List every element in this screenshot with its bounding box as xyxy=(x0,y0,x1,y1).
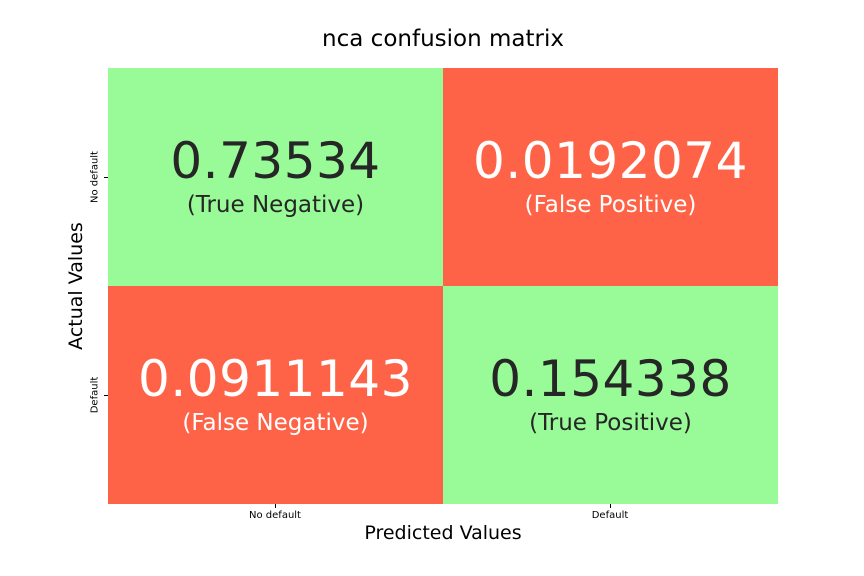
x-tick-label: Default xyxy=(591,510,629,521)
cell-value: 0.0192074 xyxy=(473,132,748,190)
x-tick-label: No default xyxy=(249,510,301,521)
cell-false-positive: 0.0192074 (False Positive) xyxy=(443,68,778,286)
heatmap-grid: 0.73534 (True Negative) 0.0192074 (False… xyxy=(108,68,778,504)
y-tick-mark xyxy=(104,395,108,396)
x-tick-mark xyxy=(610,504,611,508)
y-tick-label: No default xyxy=(89,151,101,203)
cell-true-positive: 0.154338 (True Positive) xyxy=(443,286,778,504)
cell-value: 0.154338 xyxy=(489,350,732,408)
cell-value: 0.0911143 xyxy=(138,350,413,408)
cell-label: (True Negative) xyxy=(186,192,365,218)
y-tick-label: Default xyxy=(89,376,101,414)
cell-true-negative: 0.73534 (True Negative) xyxy=(108,68,443,286)
chart-title: nca confusion matrix xyxy=(322,26,564,52)
cell-value: 0.73534 xyxy=(170,132,381,190)
cell-label: (True Positive) xyxy=(529,410,692,436)
cell-label: (False Negative) xyxy=(182,410,369,436)
y-axis-label: Actual Values xyxy=(65,222,87,350)
x-tick-mark xyxy=(275,504,276,508)
cell-label: (False Positive) xyxy=(524,192,697,218)
x-axis-label: Predicted Values xyxy=(364,522,522,544)
y-tick-mark xyxy=(104,177,108,178)
cell-false-negative: 0.0911143 (False Negative) xyxy=(108,286,443,504)
